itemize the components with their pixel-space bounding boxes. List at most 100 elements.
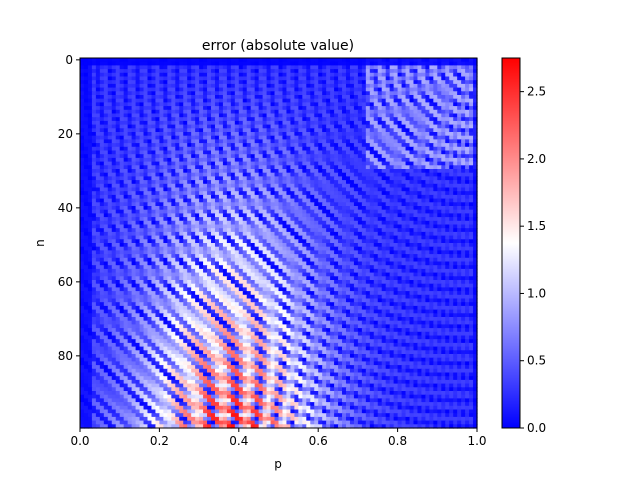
heatmap-cell	[179, 176, 184, 181]
heatmap-cell	[330, 194, 335, 200]
heatmap-cell	[338, 61, 343, 66]
heatmap-cell	[397, 128, 403, 133]
heatmap-cell	[338, 102, 343, 107]
heatmap-cell	[437, 235, 442, 240]
heatmap-cell	[139, 109, 145, 115]
heatmap-cell	[469, 169, 474, 174]
heatmap-cell	[373, 235, 379, 240]
heatmap-cell	[119, 228, 125, 233]
heatmap-cell	[115, 165, 121, 170]
heatmap-cell	[417, 176, 423, 181]
heatmap-cell	[207, 213, 212, 218]
heatmap-cell	[397, 120, 403, 126]
heatmap-cell	[381, 135, 387, 140]
heatmap-cell	[286, 95, 292, 100]
heatmap-cell	[147, 98, 153, 103]
heatmap-cell	[349, 220, 355, 226]
heatmap-cell	[306, 87, 311, 92]
heatmap-cell	[298, 146, 303, 152]
heatmap-cell	[119, 61, 125, 66]
heatmap-cell	[211, 109, 216, 115]
heatmap-cell	[353, 76, 359, 81]
heatmap-cell	[254, 183, 260, 189]
heatmap-cell	[139, 132, 145, 137]
heatmap-cell	[266, 83, 272, 89]
heatmap-cell	[155, 191, 160, 196]
heatmap-cell	[191, 65, 196, 70]
heatmap-cell	[123, 120, 129, 126]
heatmap-cell	[234, 117, 240, 122]
heatmap-cell	[326, 206, 331, 211]
heatmap-cell	[214, 109, 220, 115]
heatmap-cell	[349, 102, 355, 107]
heatmap-cell	[282, 69, 288, 74]
heatmap-cell	[127, 117, 133, 122]
heatmap-cell	[353, 139, 359, 144]
heatmap-cell	[381, 150, 387, 155]
heatmap-cell	[258, 206, 264, 211]
heatmap-cell	[270, 132, 276, 137]
heatmap-cell	[425, 80, 430, 85]
heatmap-cell	[195, 157, 200, 163]
heatmap-cell	[218, 106, 224, 111]
heatmap-cell	[286, 80, 292, 85]
heatmap-cell	[373, 228, 379, 233]
heatmap-cell	[175, 98, 180, 103]
heatmap-cell	[338, 87, 343, 92]
heatmap-cell	[306, 176, 311, 181]
heatmap-cell	[175, 209, 180, 214]
heatmap-cell	[107, 235, 113, 240]
heatmap-cell	[342, 150, 347, 155]
heatmap-cell	[449, 165, 454, 170]
heatmap-cell	[369, 157, 375, 163]
heatmap-cell	[107, 228, 113, 233]
heatmap-cell	[381, 169, 387, 174]
heatmap-cell	[437, 113, 442, 118]
heatmap-cell	[135, 132, 141, 137]
heatmap-cell	[179, 202, 184, 207]
heatmap-cell	[461, 228, 466, 233]
heatmap-cell	[457, 194, 462, 200]
heatmap-cell	[365, 206, 371, 211]
heatmap-cell	[171, 172, 176, 177]
heatmap-cell	[298, 132, 303, 137]
heatmap-cell	[147, 83, 153, 89]
heatmap-cell	[294, 76, 299, 81]
heatmap-cell	[115, 117, 121, 122]
heatmap-cell	[226, 194, 232, 200]
heatmap-cell	[326, 120, 331, 126]
heatmap-cell	[238, 239, 244, 244]
heatmap-cell	[218, 80, 224, 85]
heatmap-cell	[461, 235, 466, 240]
heatmap-cell	[278, 231, 284, 237]
heatmap-cell	[409, 124, 415, 129]
heatmap-cell	[159, 58, 164, 63]
heatmap-cell	[469, 183, 474, 189]
heatmap-cell	[274, 120, 280, 126]
heatmap-cell	[345, 176, 351, 181]
heatmap-cell	[95, 231, 101, 237]
heatmap-cell	[389, 220, 395, 226]
heatmap-cell	[421, 128, 426, 133]
heatmap-cell	[242, 235, 248, 240]
heatmap-cell	[111, 139, 117, 144]
heatmap-cell	[449, 217, 454, 222]
heatmap-cell	[119, 231, 125, 237]
heatmap-cell	[421, 69, 426, 74]
heatmap-cell	[334, 150, 339, 155]
heatmap-cell	[409, 58, 415, 63]
heatmap-cell	[318, 98, 323, 103]
heatmap-cell	[103, 128, 109, 133]
heatmap-cell	[262, 83, 268, 89]
heatmap-cell	[286, 176, 292, 181]
heatmap-cell	[473, 150, 478, 155]
heatmap-cell	[262, 231, 268, 237]
heatmap-cell	[357, 187, 363, 192]
heatmap-cell	[222, 224, 228, 229]
heatmap-cell	[175, 109, 180, 115]
heatmap-cell	[429, 91, 434, 96]
heatmap-cell	[385, 58, 391, 63]
heatmap-cell	[211, 154, 216, 159]
heatmap-cell	[306, 128, 311, 133]
heatmap-cell	[421, 228, 426, 233]
